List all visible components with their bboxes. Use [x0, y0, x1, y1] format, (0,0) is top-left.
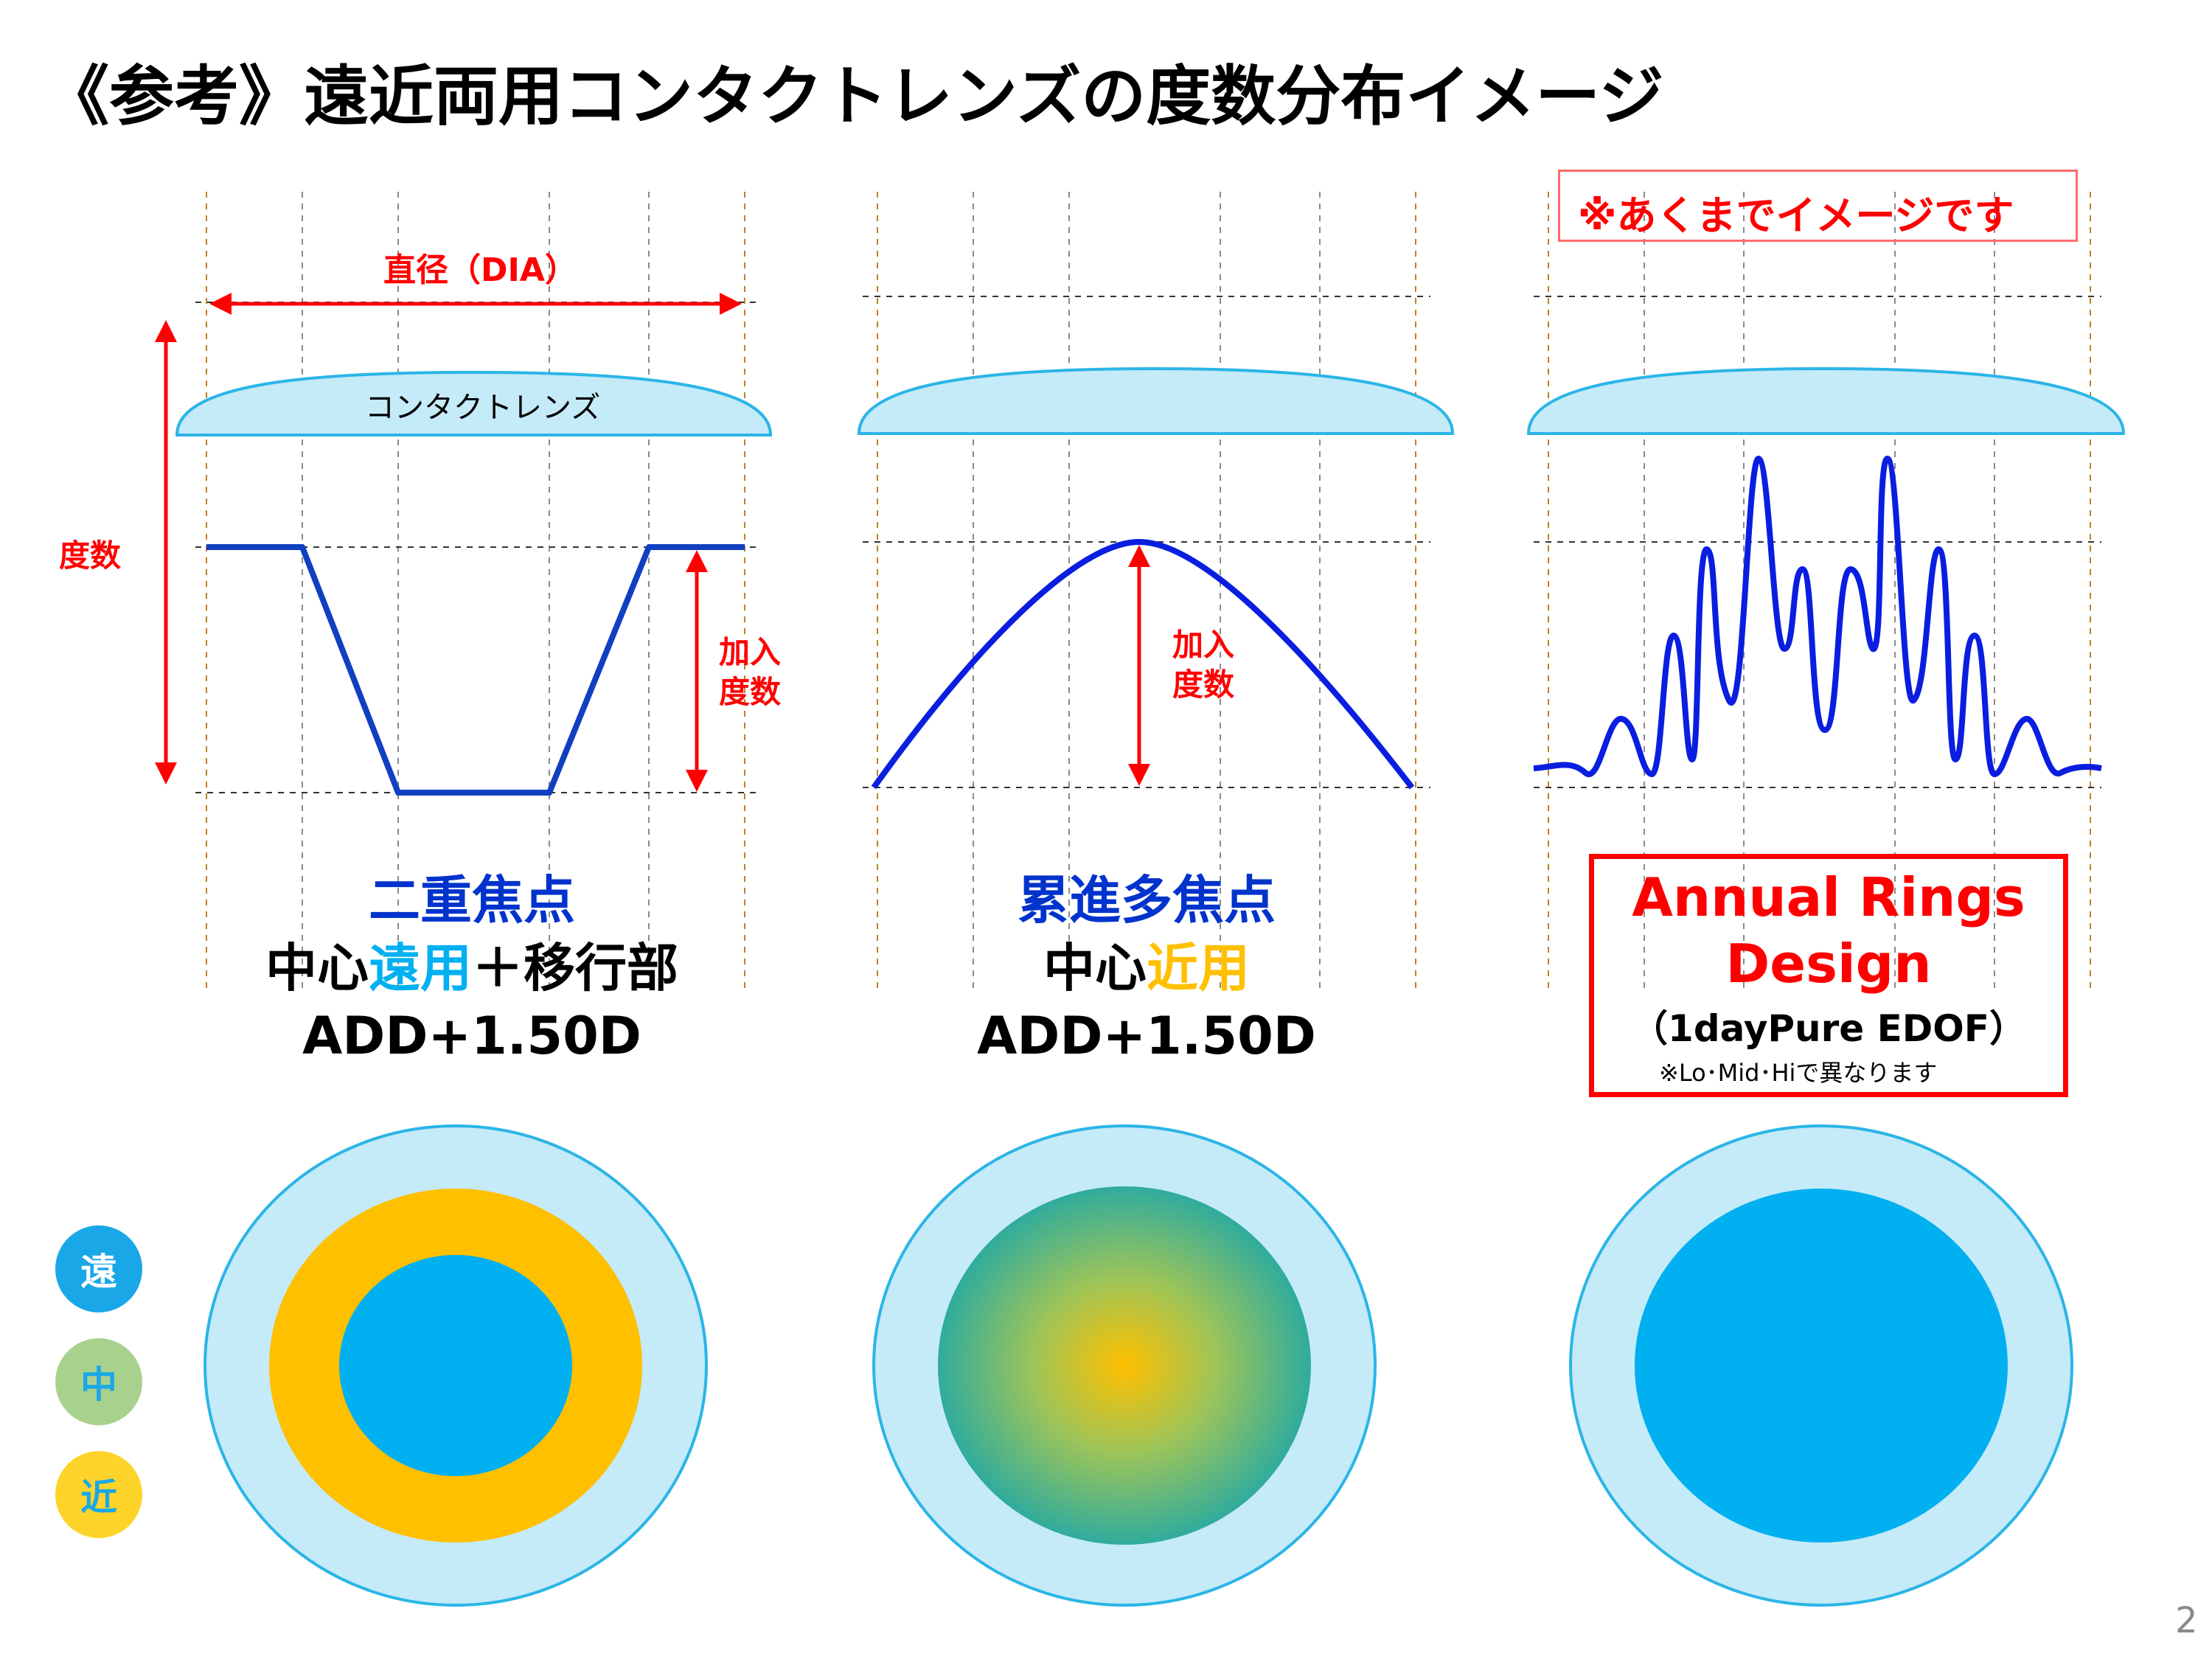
lens-shape-3 [1526, 366, 2126, 435]
caption-annual-rings: Annual Rings Design [1593, 864, 2065, 997]
legend-near-label: 近 [80, 1476, 117, 1519]
legend-far-label: 遠 [80, 1251, 117, 1293]
add-power-label-1-line1: 加入 [719, 634, 782, 670]
annual-rings-box [1589, 854, 2068, 1097]
caption-bifocal-name: 二重焦点 [369, 870, 575, 931]
bifocal-power-curve [206, 544, 745, 796]
lens-shape-1 [175, 370, 773, 437]
lens-label: コンタクトレンズ [365, 391, 601, 425]
caption-product: （1dayPure EDOF） [1631, 1007, 2026, 1050]
caption-footnote: ※Lo･Mid･Hiで異なります [1659, 1059, 1938, 1087]
caption-bifocal-desc-1: 中心 [265, 938, 369, 998]
caption-bifocal-desc-highlight: 遠用 [369, 938, 472, 998]
caption-progressive-desc-1: 中心 [1043, 938, 1147, 998]
lens-face-progressive [872, 1124, 1377, 1607]
add-power-label-2-line2: 度数 [1172, 667, 1235, 703]
add-power-label-2: 加入 度数 [1172, 625, 1234, 705]
caption-bifocal: 二重焦点 中心遠用＋移行部 ADD+1.50D [214, 866, 730, 1070]
caption-progressive-desc-highlight: 近用 [1147, 938, 1250, 998]
lens-face-bifocal [204, 1124, 708, 1607]
caption-progressive-add: ADD+1.50D [977, 1006, 1316, 1066]
edof-power-curve [1533, 455, 2102, 778]
legend-mid: 中 [55, 1338, 142, 1425]
note-text: ※あくまでイメージです [1578, 192, 2014, 239]
add-power-label-1: 加入 度数 [719, 633, 781, 712]
note-box [1558, 170, 2078, 242]
caption-progressive-name: 累進多焦点 [1018, 870, 1276, 931]
diameter-label: 直径（DIA） [383, 251, 577, 289]
caption-progressive: 累進多焦点 中心近用 ADD+1.50D [885, 866, 1408, 1070]
caption-annual-rings-line2: Design [1725, 933, 1932, 995]
caption-bifocal-desc: 中心遠用＋移行部 [214, 934, 730, 1002]
page-title: 《参考》遠近両用コンタクトレンズの度数分布イメージ [44, 58, 1664, 134]
panel1-grid [195, 192, 759, 988]
add-power-label-1-line2: 度数 [719, 674, 782, 710]
add-power-label-2-line1: 加入 [1172, 627, 1235, 663]
progressive-power-curve [871, 538, 1415, 790]
caption-progressive-desc: 中心近用 [885, 934, 1408, 1002]
caption-bifocal-desc-2: ＋移行部 [472, 938, 678, 998]
caption-annual-rings-line1: Annual Rings [1632, 866, 2025, 928]
legend-near: 近 [55, 1451, 142, 1538]
page-number: 2 [2175, 1600, 2198, 1641]
power-label: 度数 [59, 538, 122, 574]
legend-far: 遠 [55, 1225, 142, 1312]
lens-face-edof [1569, 1124, 2073, 1607]
caption-bifocal-add: ADD+1.50D [302, 1006, 641, 1066]
legend-mid-label: 中 [80, 1363, 117, 1406]
lens-shape-2 [857, 366, 1455, 435]
